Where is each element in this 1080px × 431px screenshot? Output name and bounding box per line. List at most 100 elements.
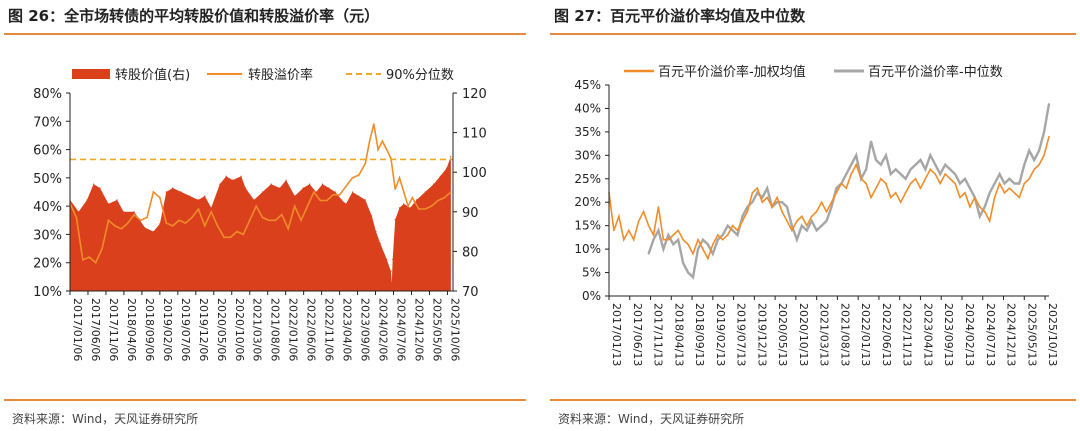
line-weighted-mean-point xyxy=(766,196,768,199)
area-point xyxy=(78,211,80,213)
line-weighted-mean-point xyxy=(618,215,620,218)
line-weighted-mean-point xyxy=(662,238,665,241)
area-point xyxy=(309,183,311,185)
area-point xyxy=(386,258,388,260)
x-tick-label: 2022/11/13 xyxy=(901,303,914,366)
line-median-point xyxy=(707,243,709,246)
premium-point xyxy=(268,219,270,222)
x-tick-label: 2024/02/13 xyxy=(963,303,976,366)
x-tick-label: 2021/03/06 xyxy=(251,298,264,361)
line-median-point xyxy=(934,163,937,166)
legend-swatch-area xyxy=(72,69,110,79)
x-tick-label: 2024/12/13 xyxy=(1005,303,1018,366)
premium-point xyxy=(430,205,433,207)
line-median-point xyxy=(998,173,1001,175)
area-point xyxy=(165,191,167,193)
line-median-point xyxy=(909,168,912,171)
line-median-point xyxy=(949,168,951,171)
line-median-point xyxy=(810,220,813,222)
line-median-point xyxy=(954,173,956,175)
line-median-point xyxy=(1033,159,1035,161)
premium-point xyxy=(338,194,341,196)
x-tick-label: 2023/09/06 xyxy=(359,298,372,361)
line-weighted-mean-point xyxy=(712,243,714,246)
area-point xyxy=(403,203,405,205)
line-weighted-mean-point xyxy=(682,238,684,241)
x-tick-label: 2024/12/06 xyxy=(412,298,425,361)
line-weighted-mean-point xyxy=(949,178,951,180)
premium-point xyxy=(306,205,309,207)
line-weighted-mean-point xyxy=(825,210,828,213)
x-tick-label: 2025/10/13 xyxy=(1046,303,1059,366)
line-median-point xyxy=(983,206,986,208)
area-point xyxy=(262,191,264,193)
line-weighted-mean-point xyxy=(974,196,976,199)
line-weighted-mean-point xyxy=(702,248,704,250)
line-weighted-mean-point xyxy=(1048,135,1050,138)
premium-point xyxy=(326,199,328,202)
line-median-point xyxy=(751,201,754,203)
line-median-point xyxy=(736,234,739,236)
area-point xyxy=(391,282,393,284)
line-median-point xyxy=(796,238,798,241)
line-median-point xyxy=(677,238,679,241)
premium-point xyxy=(82,259,84,261)
x-tick-label: 2021/03/13 xyxy=(818,303,831,366)
area-point xyxy=(197,199,199,201)
area-conversion-value xyxy=(70,156,451,291)
y-tick-label: 45% xyxy=(574,78,601,92)
line-weighted-mean-point xyxy=(756,187,759,189)
premium-point xyxy=(418,208,420,210)
line-weighted-mean-point xyxy=(914,178,917,180)
y-right-tick-label: 100 xyxy=(462,166,487,181)
line-median-point xyxy=(761,196,764,199)
line-median-point xyxy=(776,201,778,203)
line-weighted-mean-point xyxy=(983,210,986,213)
x-tick-label: 2023/04/13 xyxy=(921,303,934,366)
area-point xyxy=(116,199,118,201)
line-weighted-mean-point xyxy=(761,201,764,203)
premium-point xyxy=(424,208,427,210)
line-median-point xyxy=(766,187,768,189)
line-weighted-mean-point xyxy=(726,234,729,236)
figure-27-panel: 图 27：百元平价溢价率均值及中位数 0% 5% 10% 15% 20% 25% 30% 35… xyxy=(546,0,1080,431)
line-median-point xyxy=(899,173,902,175)
line-weighted-mean-point xyxy=(657,206,660,208)
area-point xyxy=(86,199,88,201)
area-point xyxy=(341,199,343,201)
y-tick-label: 10% xyxy=(574,242,601,256)
area-point xyxy=(99,187,101,189)
y-right-tick-label: 70 xyxy=(462,285,479,300)
premium-point xyxy=(407,205,409,207)
y-tick-label: 30% xyxy=(574,148,601,162)
line-weighted-mean-point xyxy=(746,210,749,213)
legend-label-mean: 百元平价溢价率-加权均值 xyxy=(658,64,806,80)
line-weighted-mean-point xyxy=(736,229,739,232)
line-weighted-mean-point xyxy=(944,173,946,175)
line-median-point xyxy=(875,159,877,161)
line-weighted-mean-point xyxy=(820,201,823,203)
premium-point xyxy=(236,230,238,233)
area-point xyxy=(172,187,174,189)
line-median-point xyxy=(979,215,981,218)
line-weighted-mean-point xyxy=(860,178,862,180)
line-median-point xyxy=(1038,149,1040,152)
line-median-point xyxy=(885,154,887,157)
premium-point xyxy=(443,196,446,199)
premium-point xyxy=(274,219,277,222)
line-weighted-mean-point xyxy=(667,238,670,241)
premium-point xyxy=(385,148,388,151)
x-tick-label: 2019/02/13 xyxy=(714,303,727,366)
line-weighted-mean-point xyxy=(1008,187,1011,189)
line-weighted-mean-point xyxy=(993,196,996,199)
line-median-point xyxy=(845,173,848,175)
premium-point xyxy=(450,191,452,193)
x-tick-label: 2020/05/06 xyxy=(215,298,228,361)
line-weighted-mean-point xyxy=(840,182,843,185)
line-median-point xyxy=(806,229,808,232)
chart-right: 0% 5% 10% 15% 20% 25% 30% 35% 40% 45% 2017/01/13 20… xyxy=(574,64,1059,366)
y-right-tick-label: 110 xyxy=(462,127,487,142)
line-weighted-mean-point xyxy=(632,238,635,241)
line-weighted-mean-point xyxy=(880,178,882,180)
line-median-point xyxy=(1003,182,1006,185)
